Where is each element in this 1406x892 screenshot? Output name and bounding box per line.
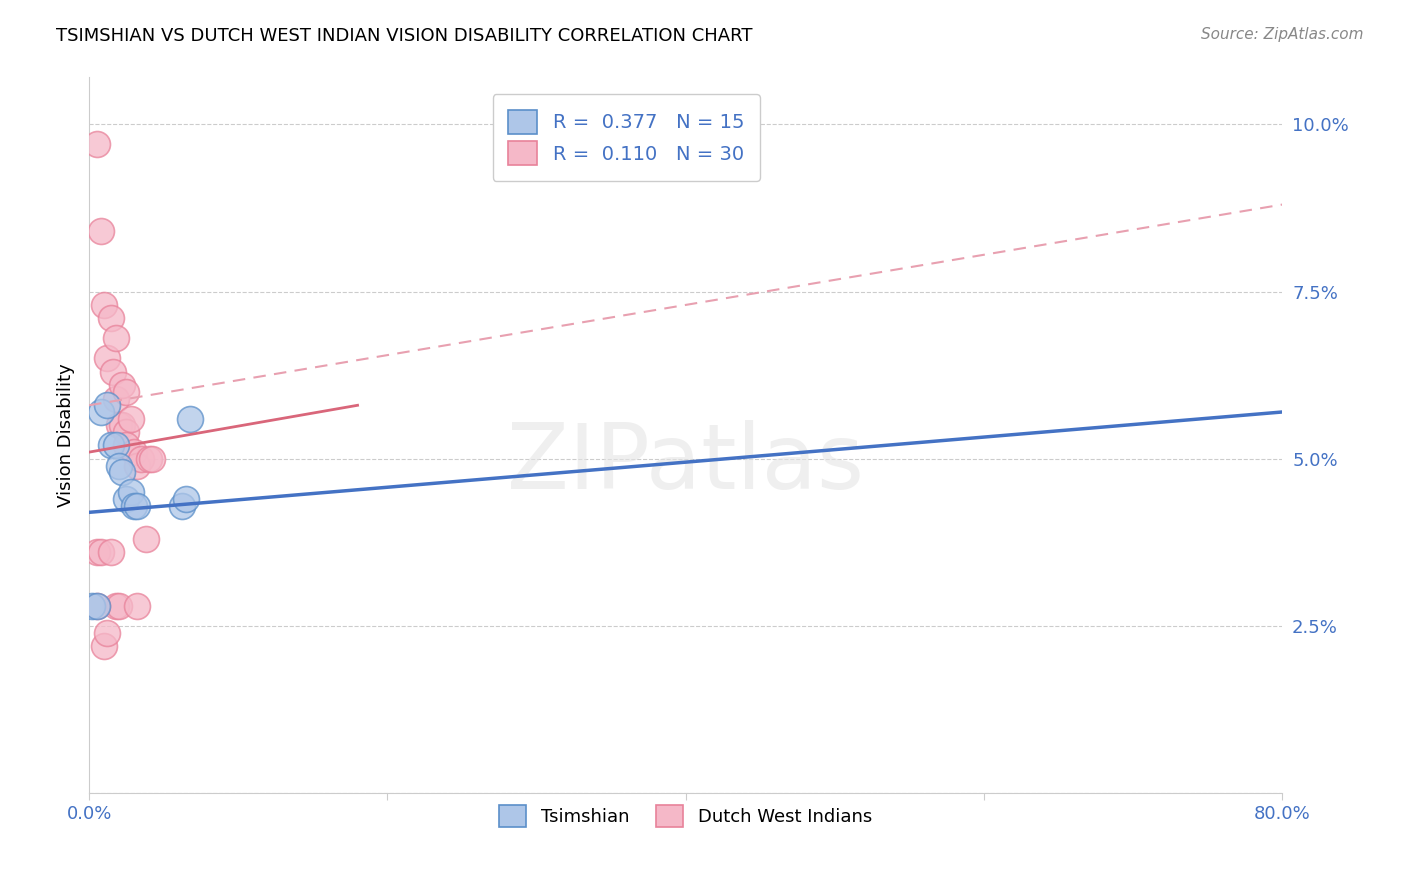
- Legend: Tsimshian, Dutch West Indians: Tsimshian, Dutch West Indians: [492, 798, 879, 834]
- Point: [179, 411, 201, 425]
- Point: [90, 405, 112, 419]
- Point: [93, 298, 115, 312]
- Point: [96, 625, 118, 640]
- Point: [125, 599, 148, 613]
- Point: [86, 599, 108, 613]
- Point: [115, 438, 138, 452]
- Point: [100, 311, 122, 326]
- Point: [108, 458, 131, 473]
- Point: [111, 418, 134, 433]
- Point: [104, 331, 127, 345]
- Point: [174, 491, 197, 506]
- Point: [122, 499, 145, 513]
- Point: [111, 378, 134, 392]
- Point: [141, 451, 163, 466]
- Point: [111, 465, 134, 479]
- Point: [93, 639, 115, 653]
- Text: TSIMSHIAN VS DUTCH WEST INDIAN VISION DISABILITY CORRELATION CHART: TSIMSHIAN VS DUTCH WEST INDIAN VISION DI…: [56, 27, 752, 45]
- Point: [115, 425, 138, 439]
- Point: [80, 599, 103, 613]
- Point: [101, 365, 124, 379]
- Point: [138, 451, 160, 466]
- Point: [96, 351, 118, 366]
- Point: [135, 532, 157, 546]
- Point: [115, 491, 138, 506]
- Text: Source: ZipAtlas.com: Source: ZipAtlas.com: [1201, 27, 1364, 42]
- Point: [125, 499, 148, 513]
- Point: [86, 545, 108, 559]
- Point: [90, 224, 112, 238]
- Text: ZIPatlas: ZIPatlas: [508, 420, 865, 508]
- Y-axis label: Vision Disability: Vision Disability: [58, 364, 75, 508]
- Point: [104, 438, 127, 452]
- Point: [120, 411, 142, 425]
- Point: [129, 451, 152, 466]
- Point: [108, 599, 131, 613]
- Point: [108, 418, 131, 433]
- Point: [100, 545, 122, 559]
- Point: [122, 445, 145, 459]
- Point: [104, 392, 127, 406]
- Point: [100, 438, 122, 452]
- Point: [86, 137, 108, 152]
- Point: [96, 398, 118, 412]
- Point: [86, 599, 108, 613]
- Point: [120, 485, 142, 500]
- Point: [115, 384, 138, 399]
- Point: [104, 599, 127, 613]
- Point: [125, 458, 148, 473]
- Point: [90, 545, 112, 559]
- Point: [170, 499, 193, 513]
